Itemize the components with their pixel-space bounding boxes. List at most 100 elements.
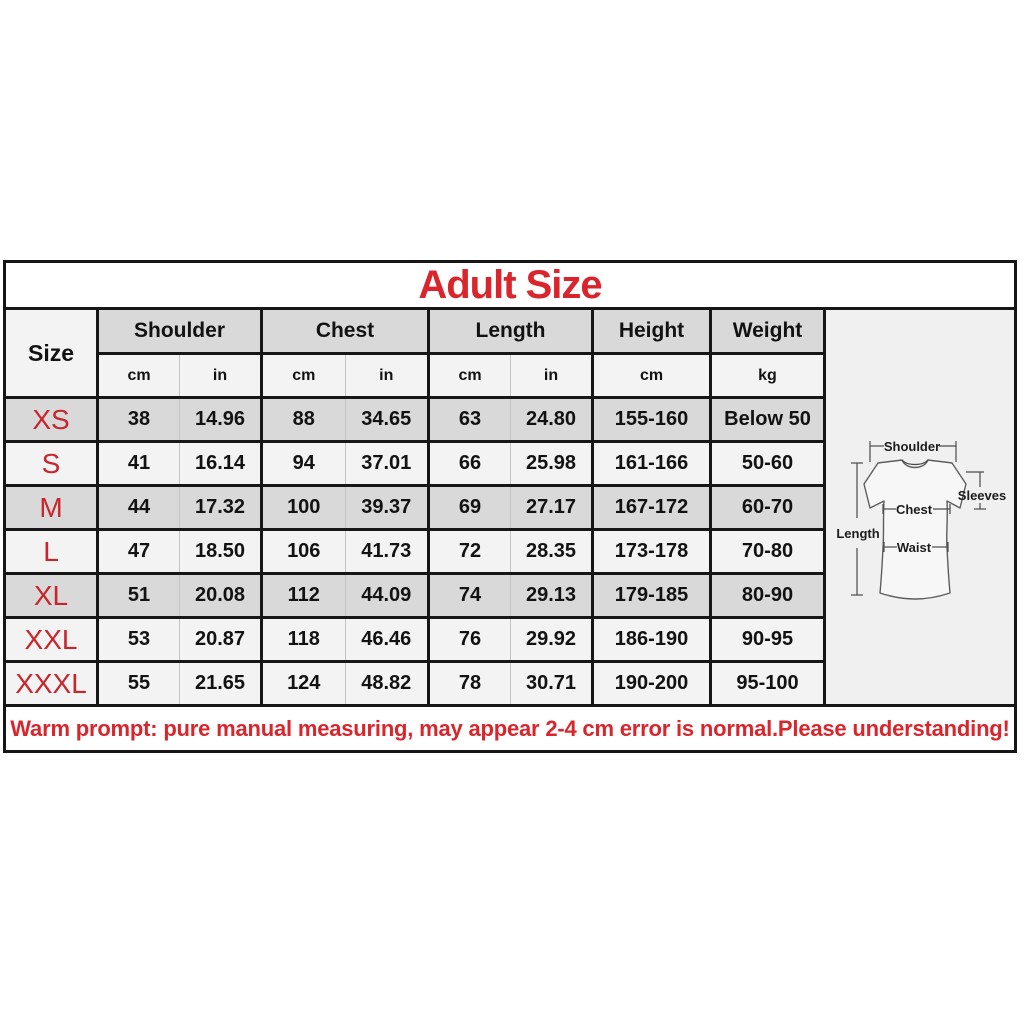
chest-label: Chest [896,502,933,517]
tshirt-diagram: Shoulder Sleeves [826,310,1014,704]
cell-xl-shoulder-cm: 51 [127,584,151,606]
cell-xxl-weight: 90-95 [712,619,823,660]
length-label: Length [836,526,879,541]
cell-m-length-cm: 69 [458,496,482,518]
row-s-length: 66 25.98 [430,443,591,484]
row-xxl-shoulder: 53 20.87 [99,619,260,660]
cell-s-chest-cm: 94 [292,452,315,474]
cell-l-shoulder-in: 18.50 [179,531,260,572]
cell-xs-shoulder-cm: 38 [127,408,151,430]
row-m-chest: 100 39.37 [263,487,427,528]
cell-xl-chest-cm: 112 [287,584,320,606]
cell-m-length-in: 27.17 [510,487,591,528]
unit-length-cm: cm [458,366,482,384]
cell-xxl-height: 186-190 [594,619,709,660]
row-xs-shoulder: 38 14.96 [99,399,260,440]
cell-l-length-cm: 72 [458,540,482,562]
shoulder-measure-line [869,441,957,462]
sleeves-label: Sleeves [958,488,1006,503]
cell-xl-length-in: 29.13 [510,575,591,616]
row-xxl-length: 76 29.92 [430,619,591,660]
cell-xxxl-shoulder-cm: 55 [127,672,151,694]
cell-xs-length-in: 24.80 [510,399,591,440]
cell-xl-length-cm: 74 [458,584,482,606]
row-xxl-chest: 118 46.46 [263,619,427,660]
cell-s-chest-in: 37.01 [344,443,428,484]
cell-l-shoulder-cm: 47 [127,540,151,562]
cell-m-weight: 60-70 [712,487,823,528]
size-label-s: S [6,443,96,484]
cell-l-length-in: 28.35 [510,531,591,572]
tshirt-diagram-svg: Shoulder Sleeves [836,439,1006,600]
cell-xl-shoulder-in: 20.08 [179,575,260,616]
warning-text: Warm prompt: pure manual measuring, may … [10,715,1010,741]
row-m-shoulder: 44 17.32 [99,487,260,528]
cell-xxxl-chest-cm: 124 [287,672,321,694]
cell-xs-shoulder-in: 14.96 [179,399,260,440]
row-m-length: 69 27.17 [430,487,591,528]
cell-xl-weight: 80-90 [712,575,823,616]
cell-xxl-chest-in: 46.46 [344,619,428,660]
cell-m-chest-cm: 100 [287,496,321,518]
row-s-shoulder: 41 16.14 [99,443,260,484]
page-title: Adult Size [418,262,602,307]
cell-xxl-shoulder-cm: 53 [127,628,151,650]
cell-m-shoulder-in: 17.32 [179,487,260,528]
unit-chest-cm: cm [292,366,316,384]
row-xxxl-length: 78 30.71 [430,663,591,704]
size-label-xs: XS [6,399,96,440]
cell-l-chest-in: 41.73 [344,531,428,572]
cell-xs-height: 155-160 [594,399,709,440]
size-label-xl: XL [6,575,96,616]
row-xxxl-shoulder: 55 21.65 [99,663,260,704]
collar-line [901,459,929,466]
cell-xxl-length-in: 29.92 [510,619,591,660]
header-chest: Chest [263,310,427,352]
shoulder-label: Shoulder [884,439,940,454]
cell-xxl-chest-cm: 118 [287,628,320,650]
header-length: Length [430,310,591,352]
row-xl-length: 74 29.13 [430,575,591,616]
size-label-l: L [6,531,96,572]
header-height: Height [594,310,709,352]
size-label-xxl: XXL [6,619,96,660]
cell-l-weight: 70-80 [712,531,823,572]
cell-m-chest-in: 39.37 [344,487,428,528]
row-xl-shoulder: 51 20.08 [99,575,260,616]
size-label-m: M [6,487,96,528]
units-shoulder: cm in [99,355,260,396]
cell-m-shoulder-cm: 44 [127,496,151,518]
row-l-length: 72 28.35 [430,531,591,572]
chest-measure-line [882,504,951,514]
cell-l-chest-cm: 106 [287,540,321,562]
cell-l-height: 173-178 [594,531,709,572]
waist-measure-line [883,542,949,552]
header-shoulder: Shoulder [99,310,260,352]
cell-s-length-cm: 66 [458,452,482,474]
unit-length-in: in [510,355,591,396]
cell-xxxl-length-cm: 78 [458,672,482,694]
cell-xxxl-height: 190-200 [594,663,709,704]
cell-xs-chest-in: 34.65 [344,399,428,440]
header-weight: Weight [712,310,823,352]
row-xs-chest: 88 34.65 [263,399,427,440]
cell-xxxl-chest-in: 48.82 [344,663,428,704]
unit-shoulder-in: in [179,355,260,396]
row-xs-length: 63 24.80 [430,399,591,440]
unit-chest-in: in [344,355,428,396]
row-l-shoulder: 47 18.50 [99,531,260,572]
cell-xxxl-shoulder-in: 21.65 [179,663,260,704]
unit-height-cm: cm [594,355,709,396]
cell-xl-chest-in: 44.09 [344,575,428,616]
size-label-xxxl: XXXL [6,663,96,704]
table-and-diagram: Size Shoulder Chest Length Height Weight… [6,310,1014,704]
cell-m-height: 167-172 [594,487,709,528]
cell-xs-length-cm: 63 [458,408,482,430]
title-band: Adult Size [6,263,1014,307]
cell-xxxl-length-in: 30.71 [510,663,591,704]
cell-s-height: 161-166 [594,443,709,484]
cell-xxl-shoulder-in: 20.87 [179,619,260,660]
row-s-chest: 94 37.01 [263,443,427,484]
size-chart-sheet: Adult Size Size Shoulder Chest Length He… [3,260,1017,753]
